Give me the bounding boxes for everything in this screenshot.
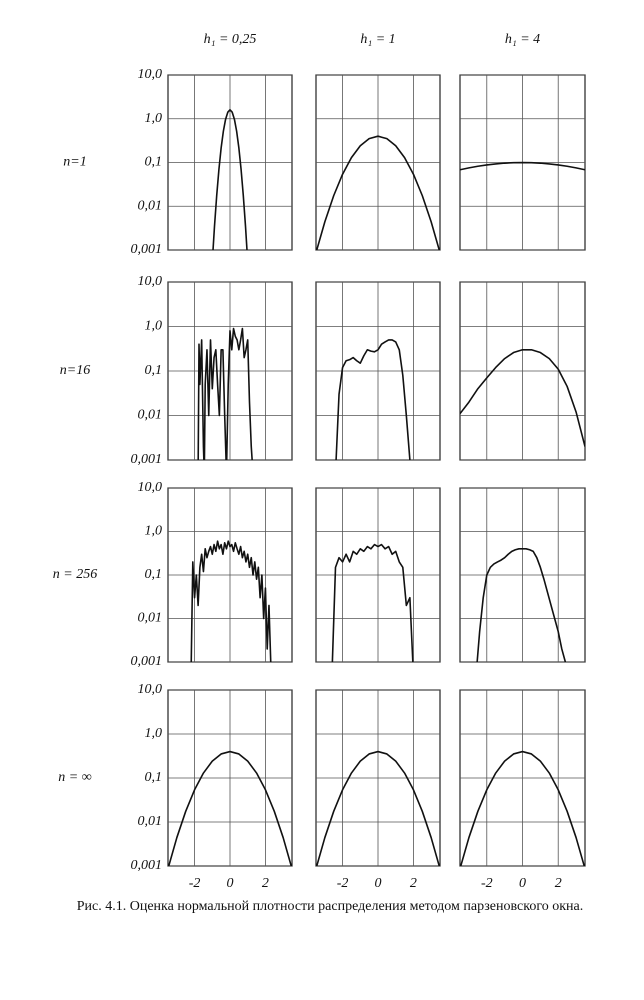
x-tick-label: 2 [410,876,417,890]
density-line [331,543,414,662]
x-tick-label: 0 [519,876,526,890]
y-tick-label: 1,0 [145,111,163,126]
y-tick-label: 0,1 [145,770,163,785]
y-tick-label: 0,001 [131,858,163,873]
column-title: h₁ = 0,25 [204,32,257,47]
density-line [212,109,248,250]
column-title: h₁ = 1 [360,32,395,47]
caption: Рис. 4.1. Оценка нормальной плотности ра… [76,899,584,914]
x-tick-label: 0 [227,876,234,890]
row-label: n = 256 [53,567,97,582]
y-tick-label: 1,0 [145,524,163,539]
y-tick-label: 0,01 [138,198,163,213]
density-line [335,339,411,460]
y-tick-label: 1,0 [145,726,163,741]
density-line [168,750,292,866]
density-line [460,161,585,171]
density-line [316,135,440,250]
y-tick-label: 0,001 [131,654,163,669]
y-tick-label: 10,0 [138,682,163,697]
density-line [197,327,253,460]
y-tick-label: 0,1 [145,567,163,582]
x-tick-label: 0 [375,876,382,890]
column-title: h₁ = 4 [505,32,540,47]
y-tick-label: 10,0 [138,480,163,495]
density-line [316,750,440,866]
x-tick-label: -2 [337,876,349,890]
y-tick-label: 0,01 [138,814,163,829]
y-tick-label: 0,01 [138,611,163,626]
y-tick-label: 1,0 [145,319,163,334]
density-line [190,540,272,662]
density-line [460,348,585,447]
chart-grid: h₁ = 0,25 h₁ = 1 h₁ = 4 n=1 n=16 n = 256 n = ∞… [53,32,586,890]
row-label: n=1 [63,155,86,170]
y-tick-label: 0,1 [145,363,163,378]
x-tick-label: 2 [262,876,269,890]
y-tick-label: 0,001 [131,452,163,467]
density-line [476,548,567,662]
row-label: n = ∞ [58,770,91,785]
y-tick-label: 10,0 [138,274,163,289]
y-tick-label: 0,01 [138,408,163,423]
y-tick-label: 0,1 [145,155,163,170]
y-tick-label: 10,0 [138,67,163,82]
x-tick-label: -2 [189,876,201,890]
x-tick-label: -2 [481,876,493,890]
density-line [460,750,585,866]
y-tick-label: 0,001 [131,242,163,257]
x-tick-label: 2 [555,876,562,890]
row-label: n=16 [60,363,90,378]
